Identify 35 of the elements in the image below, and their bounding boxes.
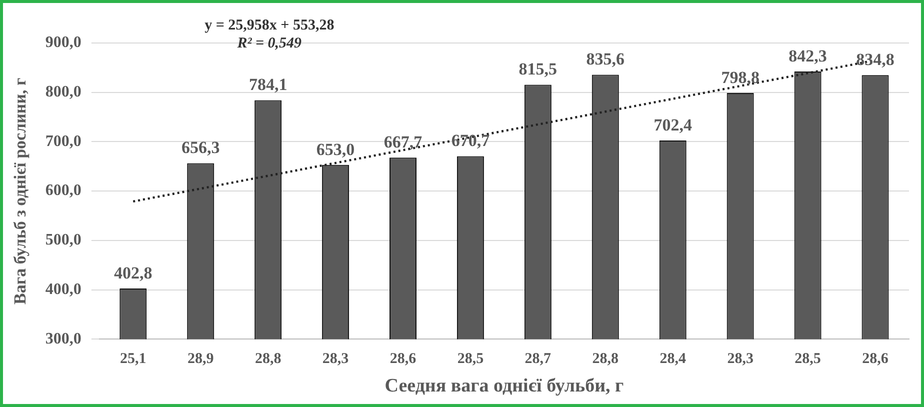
x-tick-label: 28,5 bbox=[457, 351, 484, 368]
data-label: 784,1 bbox=[248, 75, 288, 94]
data-label: 653,0 bbox=[316, 140, 355, 159]
y-axis-title: Вага бульб з однієї рослини, г bbox=[10, 77, 30, 304]
x-tick-label: 28,3 bbox=[322, 351, 349, 368]
y-tick-label: 600,0 bbox=[45, 182, 82, 200]
data-label: 798,8 bbox=[721, 68, 760, 87]
x-tick-label: 25,1 bbox=[120, 351, 146, 368]
y-tick-label: 300,0 bbox=[45, 330, 82, 348]
data-label: 667,7 bbox=[384, 132, 423, 152]
y-tick-label: 800,0 bbox=[45, 84, 82, 101]
x-axis-title: Сеедня вага однієї бульби, г bbox=[384, 376, 624, 397]
x-tick-label: 28,5 bbox=[794, 351, 821, 368]
data-label: 702,4 bbox=[654, 115, 692, 134]
x-tick-label: 28,3 bbox=[727, 351, 754, 368]
x-tick-label: 28,9 bbox=[187, 351, 214, 368]
x-tick-label: 28,8 bbox=[592, 351, 619, 368]
x-tick-label: 28,6 bbox=[390, 351, 417, 368]
y-tick-label: 400,0 bbox=[45, 280, 82, 298]
y-tick-label: 500,0 bbox=[45, 232, 82, 249]
y-tick-label: 900,0 bbox=[45, 34, 82, 52]
data-label: 402,8 bbox=[114, 263, 152, 282]
data-label: 835,6 bbox=[586, 50, 625, 69]
x-tick-label: 28,6 bbox=[862, 351, 889, 368]
x-tick-label: 28,4 bbox=[660, 351, 686, 368]
data-label: 815,5 bbox=[518, 60, 558, 79]
data-label: 842,3 bbox=[788, 46, 827, 66]
data-label: 834,8 bbox=[856, 50, 894, 70]
x-tick-label: 28,7 bbox=[524, 351, 552, 368]
y-tick-label: 700,0 bbox=[45, 132, 82, 150]
data-label: 670,7 bbox=[451, 131, 490, 150]
annotation: R² = 0,549 bbox=[236, 35, 302, 52]
x-tick-label: 28,8 bbox=[254, 351, 282, 368]
text: y = 25,958x + 553,28 bbox=[204, 17, 334, 34]
data-label: 656,3 bbox=[181, 138, 220, 158]
